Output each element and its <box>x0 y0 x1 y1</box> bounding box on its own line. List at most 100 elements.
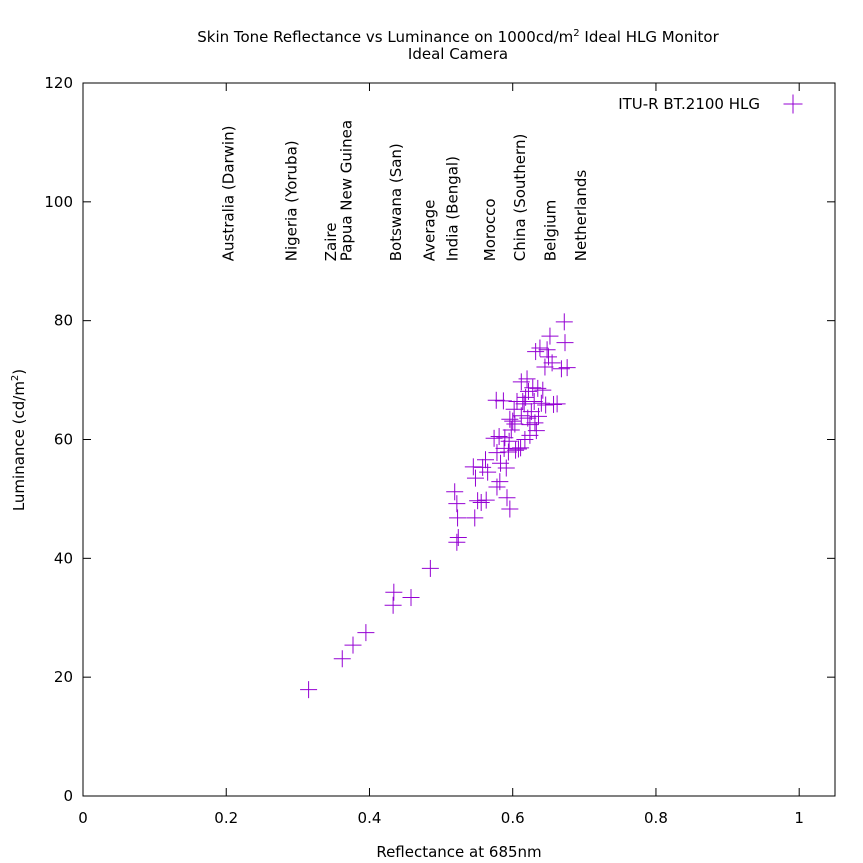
legend-marker <box>783 94 803 114</box>
annotation-label: Papua New Guinea <box>338 120 356 261</box>
y-tick-label: 20 <box>54 668 73 686</box>
data-point <box>516 431 534 448</box>
data-point <box>518 370 536 388</box>
data-point <box>519 382 537 400</box>
data-point <box>501 500 519 518</box>
data-point <box>558 359 576 377</box>
x-tick-label: 1 <box>794 809 804 827</box>
y-tick-label: 80 <box>54 312 73 330</box>
data-point <box>472 493 490 511</box>
data-point <box>504 412 522 430</box>
data-point <box>344 636 362 654</box>
data-point <box>512 439 530 457</box>
annotation-label: Morocco <box>481 198 499 261</box>
y-tick-label: 40 <box>54 549 73 567</box>
annotation-label: Nigeria (Yoruba) <box>282 140 300 261</box>
x-axis-label: Reflectance at 685nm <box>376 843 541 861</box>
data-point <box>555 313 573 331</box>
legend-label: ITU-R BT.2100 HLG <box>618 95 760 113</box>
data-point <box>333 650 351 668</box>
chart-title: Skin Tone Reflectance vs Luminance on 10… <box>197 28 719 46</box>
y-axis-label: Luminance (cd/m2) <box>10 369 28 511</box>
annotation-label: China (Southern) <box>511 134 529 262</box>
x-axis: 0 0.2 0.4 0.6 0.8 1 <box>78 83 804 827</box>
data-point <box>488 478 506 496</box>
data-point <box>469 492 487 510</box>
data-point <box>531 339 549 357</box>
x-tick-label: 0.2 <box>214 809 238 827</box>
y-tick-label: 0 <box>63 787 73 805</box>
data-point <box>477 491 495 509</box>
x-tick-label: 0 <box>78 809 88 827</box>
data-point <box>522 403 540 421</box>
data-point <box>488 444 506 462</box>
data-point <box>527 343 545 361</box>
data-point <box>449 529 467 547</box>
data-point <box>521 416 539 434</box>
data-point <box>497 459 515 477</box>
data-point <box>529 407 547 425</box>
data-point <box>385 583 403 601</box>
data-point <box>384 596 402 614</box>
data-point <box>476 451 494 469</box>
data-point <box>529 379 547 397</box>
data-point <box>505 400 523 418</box>
annotation-label: Zaire <box>322 223 340 262</box>
y-tick-label: 100 <box>44 193 73 211</box>
data-point <box>512 407 530 425</box>
data-point <box>357 624 375 642</box>
data-point <box>499 443 517 461</box>
annotation-label: Belgium <box>542 200 560 262</box>
data-point <box>543 354 561 372</box>
y-tick-label: 60 <box>54 431 73 449</box>
data-point <box>466 509 484 527</box>
data-point <box>556 334 574 352</box>
data-point <box>501 410 519 428</box>
data-point <box>506 415 524 433</box>
annotation-label: Australia (Darwin) <box>219 126 237 262</box>
data-point <box>500 432 518 450</box>
data-point <box>515 395 533 413</box>
chart-subtitle: Ideal Camera <box>408 45 508 63</box>
data-point <box>448 533 466 551</box>
data-point <box>537 396 555 414</box>
data-point <box>532 394 550 412</box>
data-point <box>466 469 484 487</box>
data-point <box>421 559 439 577</box>
data-point <box>464 458 482 476</box>
data-point <box>449 509 467 527</box>
data-point <box>496 429 514 447</box>
data-point <box>446 483 464 501</box>
legend-marker-symbol <box>783 94 803 114</box>
data-point <box>479 463 497 481</box>
annotation-label: Average <box>421 200 439 262</box>
data-point <box>448 495 466 513</box>
data-point <box>541 327 559 345</box>
data-point <box>495 439 513 457</box>
data-points <box>300 313 576 699</box>
data-point <box>525 392 543 410</box>
data-point <box>300 681 318 699</box>
x-tick-label: 0.8 <box>644 809 668 827</box>
data-point <box>548 395 566 413</box>
data-point <box>491 473 509 491</box>
data-point <box>507 441 525 459</box>
x-tick-label: 0.4 <box>358 809 382 827</box>
data-point <box>508 392 526 410</box>
y-axis: 0 20 40 60 80 100 120 <box>44 74 835 805</box>
data-point <box>498 489 516 507</box>
data-point <box>538 341 556 359</box>
data-point <box>526 414 544 432</box>
data-point <box>534 381 552 399</box>
data-point <box>519 409 537 427</box>
data-point <box>524 379 542 397</box>
y-tick-label: 120 <box>44 74 73 92</box>
data-point <box>545 395 563 413</box>
data-point <box>536 358 554 376</box>
data-point <box>402 589 420 607</box>
country-annotations: Australia (Darwin) Nigeria (Yoruba) ZaireP… <box>219 120 589 261</box>
data-point <box>474 458 492 476</box>
data-point <box>509 440 527 458</box>
data-point <box>494 392 512 410</box>
